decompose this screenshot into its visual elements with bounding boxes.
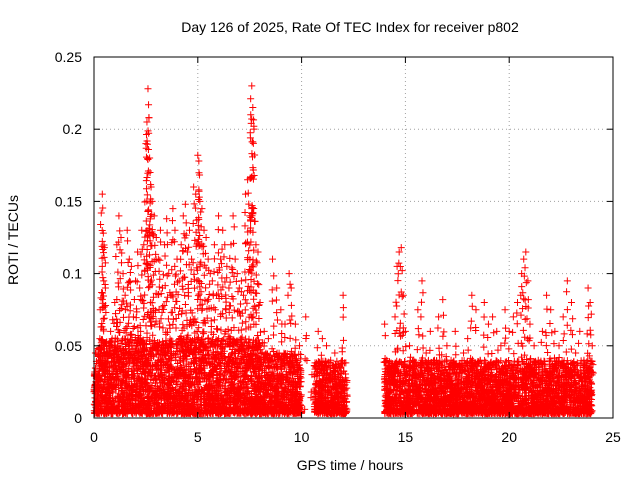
chart-title: Day 126 of 2025, Rate Of TEC Index for r…	[181, 19, 519, 35]
data-marks	[90, 82, 597, 418]
data-point	[228, 349, 236, 357]
data-point	[227, 394, 235, 402]
data-point	[117, 340, 125, 348]
data-point	[177, 347, 185, 355]
data-point	[166, 348, 174, 356]
data-point	[169, 373, 177, 381]
data-point	[119, 378, 127, 386]
data-point	[168, 384, 176, 392]
data-point	[108, 370, 116, 378]
